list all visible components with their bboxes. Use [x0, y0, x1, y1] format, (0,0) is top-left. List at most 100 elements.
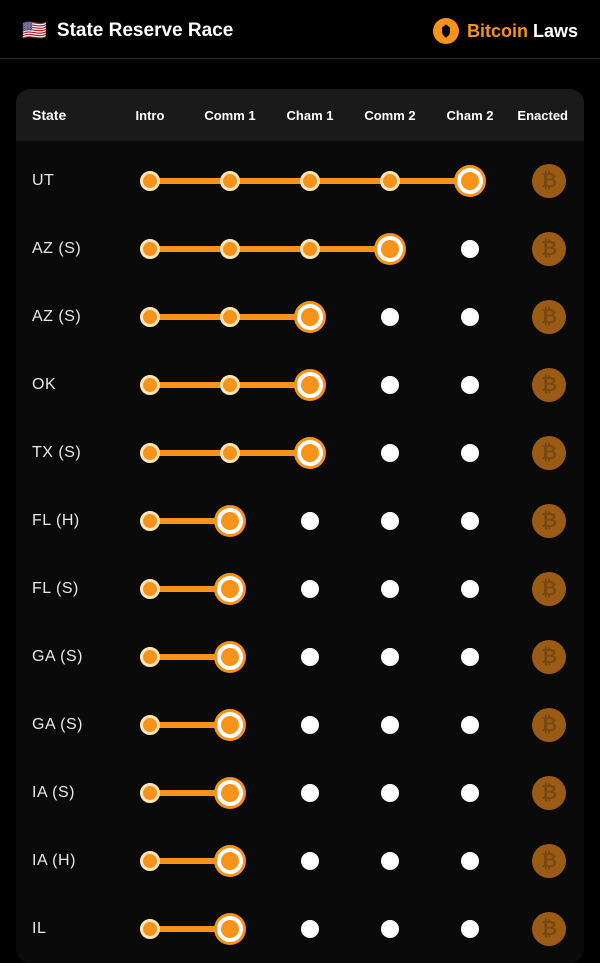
table-row[interactable]: IL ₿: [32, 895, 570, 963]
page-title: State Reserve Race: [57, 20, 233, 42]
progress-nodes: [110, 641, 510, 673]
table-row[interactable]: FL (H)₿: [32, 487, 570, 555]
us-flag-icon: 🇺🇸: [22, 21, 47, 41]
stage-node: [140, 443, 160, 463]
bitcoin-coin-icon: ₿: [532, 368, 566, 402]
state-label: GA (S): [32, 648, 110, 666]
stage-node: [220, 171, 240, 191]
col-header-intro: Intro: [110, 108, 190, 123]
progress-track: [110, 709, 510, 741]
stage-node: [461, 444, 479, 462]
enacted-cell: ₿: [510, 572, 570, 606]
table-row[interactable]: FL (S) ₿: [32, 555, 570, 623]
stage-node: [217, 916, 243, 942]
stage-node: [300, 239, 320, 259]
brand-text: Bitcoin Laws: [467, 21, 578, 42]
stage-node: [140, 715, 160, 735]
table-row[interactable]: TX (S) ₿: [32, 419, 570, 487]
stage-node: [140, 579, 160, 599]
table-row[interactable]: AZ (S) ₿: [32, 283, 570, 351]
bitcoin-coin-icon: ₿: [532, 436, 566, 470]
progress-nodes: [110, 709, 510, 741]
stage-node: [381, 648, 399, 666]
stage-node: [217, 848, 243, 874]
col-header-stages: Intro Comm 1 Cham 1 Comm 2 Cham 2: [110, 108, 510, 123]
progress-track: [110, 505, 510, 537]
bitcoin-coin-icon: ₿: [532, 912, 566, 946]
stage-node: [461, 512, 479, 530]
stage-node: [381, 580, 399, 598]
state-label: IL: [32, 920, 110, 938]
enacted-cell: ₿: [510, 844, 570, 878]
stage-node: [301, 920, 319, 938]
progress-track: [110, 777, 510, 809]
table-row[interactable]: OK₿: [32, 351, 570, 419]
state-label: FL (S): [32, 580, 110, 598]
bitcoin-coin-icon: ₿: [532, 300, 566, 334]
progress-nodes: [110, 233, 510, 265]
stage-node: [297, 372, 323, 398]
brand-logo-icon: [433, 18, 459, 44]
table-row[interactable]: IA (S)₿: [32, 759, 570, 827]
stage-node: [217, 780, 243, 806]
progress-track: [110, 845, 510, 877]
table-row[interactable]: GA (S) ₿: [32, 623, 570, 691]
enacted-cell: ₿: [510, 436, 570, 470]
enacted-cell: ₿: [510, 504, 570, 538]
stage-node: [381, 444, 399, 462]
stage-node: [220, 239, 240, 259]
stage-node: [140, 647, 160, 667]
stage-node: [381, 512, 399, 530]
stage-node: [457, 168, 483, 194]
progress-nodes: [110, 165, 510, 197]
stage-node: [217, 576, 243, 602]
col-header-comm2: Comm 2: [350, 108, 430, 123]
state-label: AZ (S): [32, 308, 110, 326]
stage-node: [381, 852, 399, 870]
table-row[interactable]: IA (H) ₿: [32, 827, 570, 895]
table-row[interactable]: AZ (S)₿: [32, 215, 570, 283]
table-row[interactable]: UT₿: [32, 147, 570, 215]
stage-node: [301, 784, 319, 802]
table-row[interactable]: GA (S)₿: [32, 691, 570, 759]
stage-node: [301, 648, 319, 666]
stage-node: [140, 307, 160, 327]
enacted-cell: ₿: [510, 912, 570, 946]
enacted-cell: ₿: [510, 640, 570, 674]
bitcoin-coin-icon: ₿: [532, 776, 566, 810]
enacted-cell: ₿: [510, 708, 570, 742]
page-header: 🇺🇸 State Reserve Race Bitcoin Laws: [0, 0, 600, 59]
stage-node: [461, 240, 479, 258]
col-header-comm1: Comm 1: [190, 108, 270, 123]
stage-node: [140, 239, 160, 259]
bitcoin-coin-icon: ₿: [532, 640, 566, 674]
enacted-cell: ₿: [510, 776, 570, 810]
stage-node: [217, 644, 243, 670]
stage-node: [381, 376, 399, 394]
stage-node: [217, 712, 243, 738]
state-label: IA (H): [32, 852, 110, 870]
progress-nodes: [110, 437, 510, 469]
stage-node: [140, 919, 160, 939]
stage-node: [140, 851, 160, 871]
stage-node: [381, 716, 399, 734]
stage-node: [217, 508, 243, 534]
bitcoin-coin-icon: ₿: [532, 844, 566, 878]
stage-node: [461, 580, 479, 598]
stage-node: [220, 307, 240, 327]
col-header-cham1: Cham 1: [270, 108, 350, 123]
stage-node: [380, 171, 400, 191]
brand-word-laws: Laws: [533, 21, 578, 41]
state-label: TX (S): [32, 444, 110, 462]
stage-node: [220, 443, 240, 463]
bitcoin-coin-icon: ₿: [532, 708, 566, 742]
progress-track: [110, 301, 510, 333]
stage-node: [301, 512, 319, 530]
enacted-cell: ₿: [510, 232, 570, 266]
stage-node: [140, 783, 160, 803]
progress-track: [110, 165, 510, 197]
enacted-cell: ₿: [510, 368, 570, 402]
stage-node: [461, 376, 479, 394]
brand-link[interactable]: Bitcoin Laws: [433, 18, 578, 44]
col-header-cham2: Cham 2: [430, 108, 510, 123]
